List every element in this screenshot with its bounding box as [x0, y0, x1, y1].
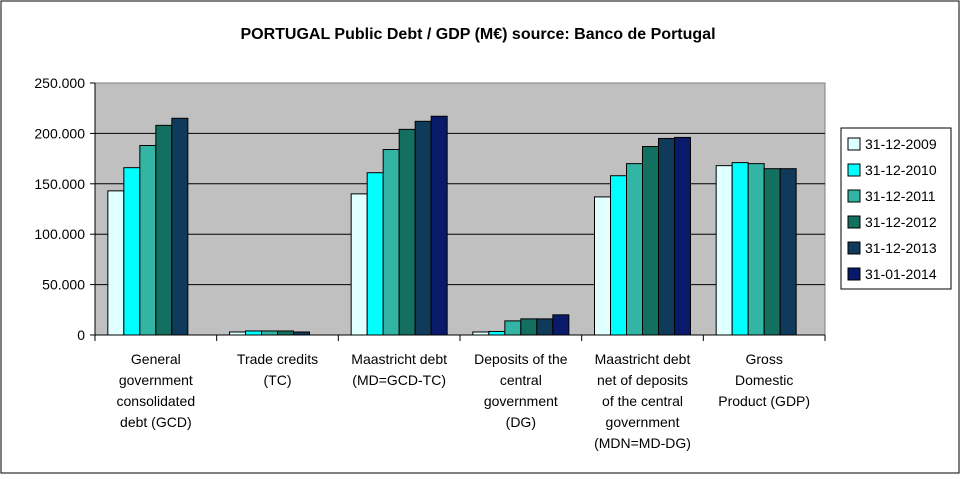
bar [155, 124, 173, 336]
legend-swatch [847, 163, 861, 177]
bar [779, 168, 797, 336]
bar [626, 163, 643, 336]
bar [123, 167, 141, 336]
y-tick-label: 250.000 [34, 75, 85, 91]
y-tick-label: 150.000 [34, 176, 85, 192]
x-category-label: Maastricht debt net of deposits of the cen… [594, 351, 691, 451]
legend-swatch [847, 267, 861, 281]
bar [642, 146, 659, 336]
x-category-label: Trade credits (TC) [237, 351, 318, 388]
bar [107, 190, 125, 336]
legend-label: 31-01-2014 [865, 266, 937, 282]
bar [414, 120, 432, 336]
legend-label: 31-12-2011 [865, 188, 936, 204]
bar [610, 175, 627, 336]
legend-label: 31-12-2012 [865, 214, 937, 230]
y-tick-label: 0 [77, 327, 85, 343]
bar [245, 330, 262, 336]
bar [504, 320, 522, 336]
legend-swatch [847, 189, 861, 203]
bar [763, 168, 781, 336]
x-category-label: Gross Domestic Product (GDP) [718, 351, 810, 409]
bar [366, 172, 384, 336]
legend-swatch [847, 241, 861, 255]
bar [715, 165, 733, 336]
y-tick-label: 50.000 [42, 277, 85, 293]
bar [398, 128, 416, 336]
legend-label: 31-12-2010 [865, 162, 937, 178]
legend-label: 31-12-2013 [865, 240, 937, 256]
bar [731, 162, 749, 336]
bar [139, 144, 157, 336]
bar [594, 196, 611, 336]
bar [350, 193, 368, 336]
bar [488, 330, 506, 336]
legend-box [840, 127, 952, 290]
x-category-label: General government consolidated debt (GCD) [117, 351, 196, 430]
y-tick-label: 100.000 [34, 226, 85, 242]
chart-title: PORTUGAL Public Debt / GDP (M€) source: … [240, 26, 715, 43]
y-tick-label: 200.000 [34, 125, 85, 141]
bar [261, 330, 278, 336]
bar [277, 330, 294, 336]
bar [382, 149, 400, 336]
bar [171, 117, 189, 336]
bar [658, 137, 675, 336]
bar [552, 314, 570, 336]
bar [520, 318, 538, 336]
bar [430, 115, 448, 336]
bar [674, 136, 691, 336]
legend-swatch [847, 137, 861, 151]
x-category-label: Maastricht debt (MD=GCD-TC) [351, 351, 447, 388]
x-category-label: Deposits of the central government (DG) [474, 351, 568, 430]
legend-swatch [847, 215, 861, 229]
plot-area [94, 82, 826, 336]
bar [747, 163, 765, 336]
legend-label: 31-12-2009 [865, 136, 937, 152]
bar [536, 318, 554, 336]
